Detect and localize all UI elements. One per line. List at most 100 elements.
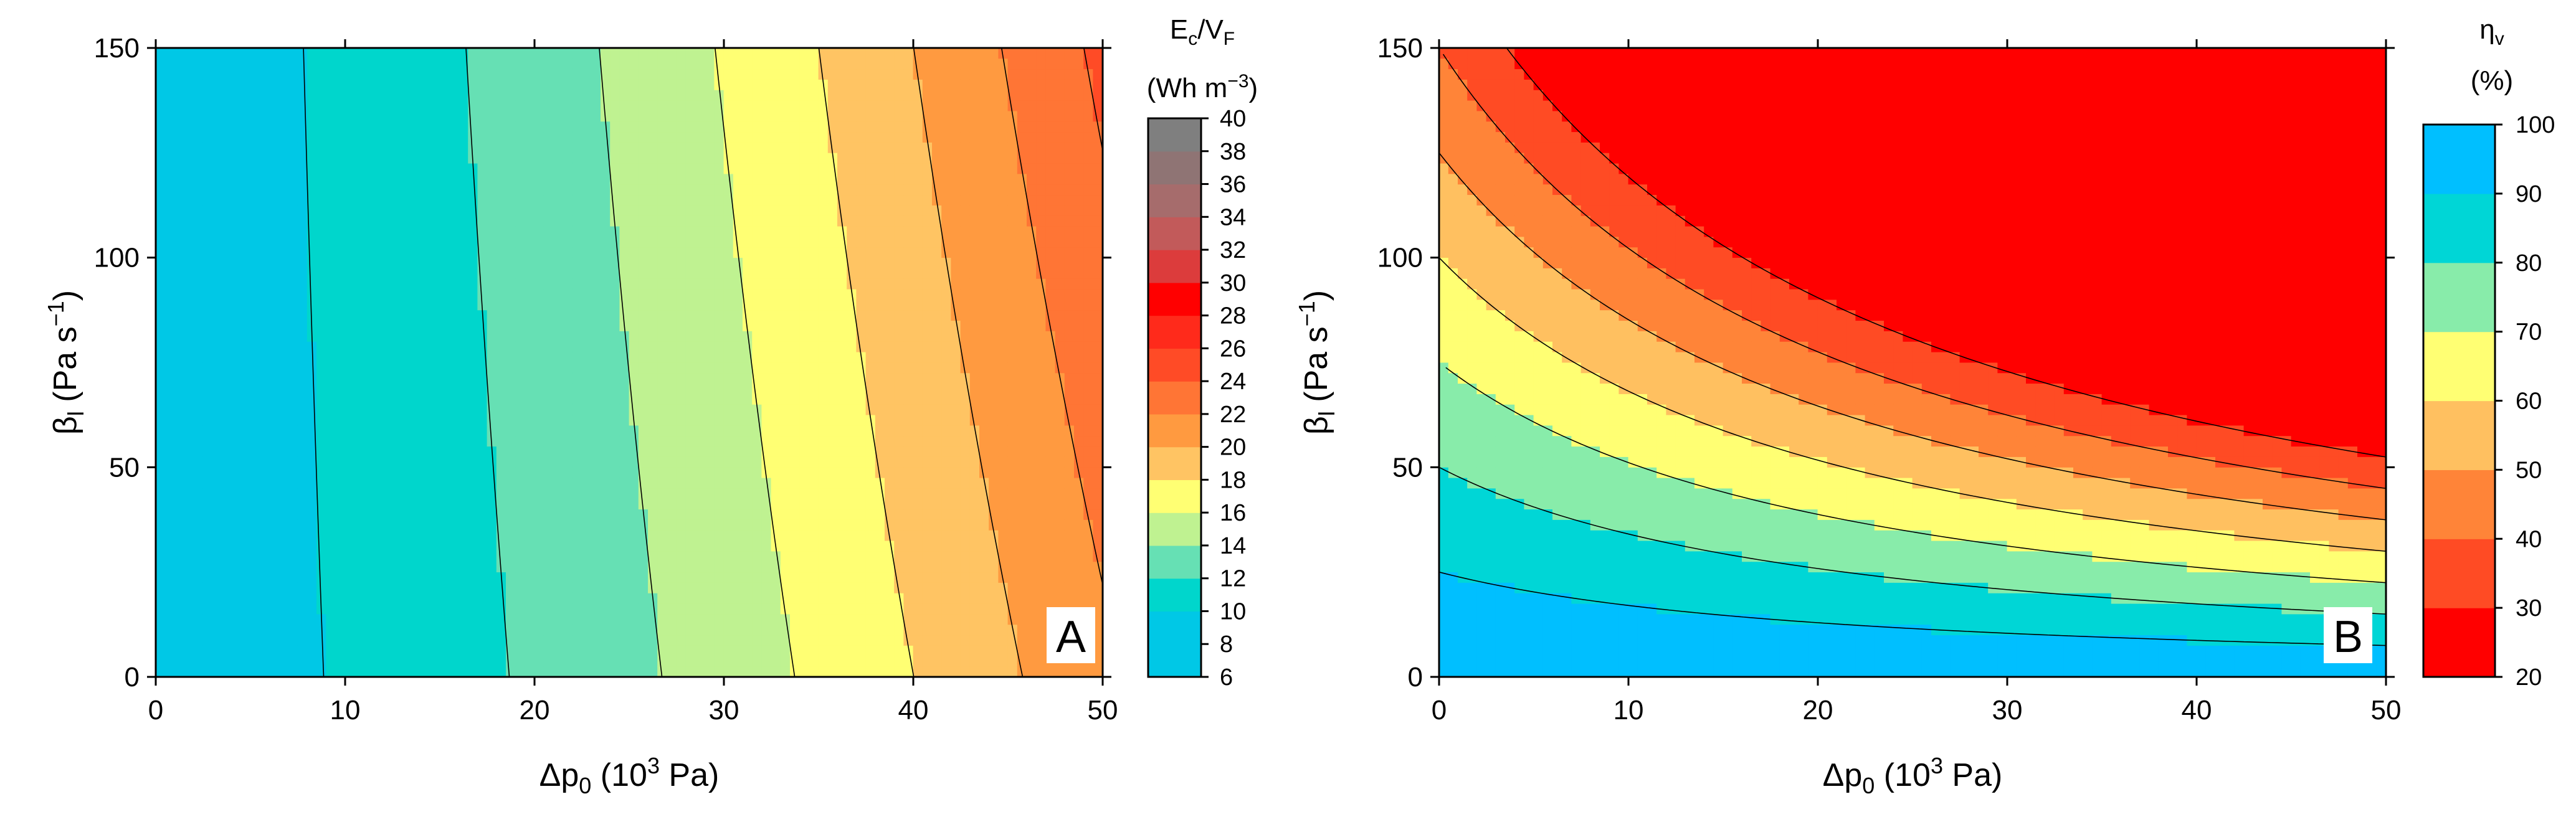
panel-a-fill-cell [326,572,336,583]
panel-a-fill-cell [941,635,952,646]
panel-a-fill-cell [525,299,535,311]
panel-a-fill-cell [259,173,270,185]
panel-a-fill-cell [430,331,440,342]
panel-a-fill-cell [894,477,905,489]
panel-a-fill-cell [335,110,346,122]
panel-a-fill-cell [297,236,308,248]
panel-a-fill-cell [525,466,535,478]
panel-a-fill-cell [477,79,488,90]
panel-a-fill-cell [610,257,620,268]
panel-a-fill-cell [752,582,763,593]
panel-a-fill-cell [164,645,175,656]
panel-a-fill-cell [591,299,601,311]
panel-a-fill-cell [212,278,222,290]
panel-a-fill-cell [222,142,232,153]
panel-a-fill-cell [316,572,326,583]
panel-a-fill-cell [449,362,459,374]
panel-a-fill-cell [780,519,791,531]
panel-a-fill-cell [780,194,791,205]
panel-a-fill-cell [818,414,829,426]
panel-a-fill-cell [648,624,658,636]
panel-a-fill-cell [705,184,715,196]
panel-a-fill-cell [847,341,857,352]
panel-a-fill-cell [383,215,393,227]
panel-a-fill-cell [743,394,753,405]
panel-a-fill-cell [269,194,279,205]
panel-a-fill-cell [240,225,251,237]
panel-a-fill-cell [723,603,734,615]
panel-a-fill-cell [856,414,867,426]
panel-a-fill-cell [534,435,544,447]
panel-a-fill-cell [714,299,725,311]
panel-a-fill-cell [515,383,526,394]
panel-a-fill-cell [695,225,705,237]
panel-a-fill-cell [364,142,374,153]
panel-a-fill-cell [837,131,847,143]
panel-a-fill-cell [922,79,933,90]
panel-a-fill-cell [373,215,384,227]
panel-a-fill-cell [297,121,308,133]
panel-a-fill-cell [439,488,450,499]
panel-a-fill-cell [164,121,175,133]
panel-a-fill-cell [421,299,431,311]
panel-a-fill-cell [648,152,658,164]
panel-a-fill-cell [875,446,885,457]
panel-a-fill-cell [780,550,791,562]
panel-a-fill-cell [326,351,336,363]
panel-a-fill-cell [316,414,326,426]
panel-a-fill-cell [629,613,639,625]
panel-a-fill-cell [648,446,658,457]
panel-a-fill-cell [506,215,516,227]
panel-a-fill-cell [752,121,763,133]
panel-a-fill-cell [297,100,308,111]
panel-a-fill-cell [648,131,658,143]
panel-a-fill-cell [676,247,687,258]
panel-a-fill-cell [610,572,620,583]
panel-a-fill-cell [619,257,630,268]
panel-a-fill-cell [477,404,488,415]
panel-a-fill-cell [676,257,687,268]
panel-a-fill-cell [733,435,743,447]
panel-a-fill-cell [581,488,592,499]
panel-a-fill-cell [780,288,791,300]
panel-a-fill-cell [449,666,459,678]
panel-a-fill-cell [278,645,289,656]
panel-a-fill-cell [288,477,298,489]
panel-a-fill-cell [487,372,497,384]
panel-a-fill-cell [155,498,166,510]
panel-a-fill-cell [288,351,298,363]
panel-a-fill-cell [752,257,763,268]
panel-a-fill-cell [743,572,753,583]
panel-a-fill-cell [174,383,184,394]
panel-a-fill-cell [922,498,933,510]
panel-a-fill-cell [487,540,497,552]
panel-a-fill-cell [619,131,630,143]
panel-a-fill-cell [259,466,270,478]
panel-a-fill-cell [894,404,905,415]
panel-a-fill-cell [269,121,279,133]
panel-a-fill-cell [790,341,800,352]
panel-a-fill-cell [411,404,421,415]
panel-a-fill-cell [733,152,743,164]
panel-a-fill-cell [240,89,251,101]
panel-a-fill-cell [297,435,308,447]
panel-a-fill-cell [506,131,516,143]
panel-a-fill-cell [780,257,791,268]
panel-a-fill-cell [164,466,175,478]
panel-a-fill-cell [487,362,497,374]
panel-a-fill-cell [894,247,905,258]
panel-a-fill-cell [477,466,488,478]
panel-a-fill-cell [922,268,933,279]
panel-a-fill-cell [364,519,374,531]
panel-a-fill-cell [439,477,450,489]
panel-a-fill-cell [421,477,431,489]
panel-a-fill-cell [155,582,166,593]
panel-a-fill-cell [752,225,763,237]
panel-a-fill-cell [193,466,204,478]
panel-a-fill-cell [572,488,582,499]
panel-a-fill-cell [780,645,791,656]
panel-a-fill-cell [373,446,384,457]
panel-a-fill-cell [259,477,270,489]
panel-a-fill-cell [354,268,364,279]
panel-a-fill-cell [335,572,346,583]
